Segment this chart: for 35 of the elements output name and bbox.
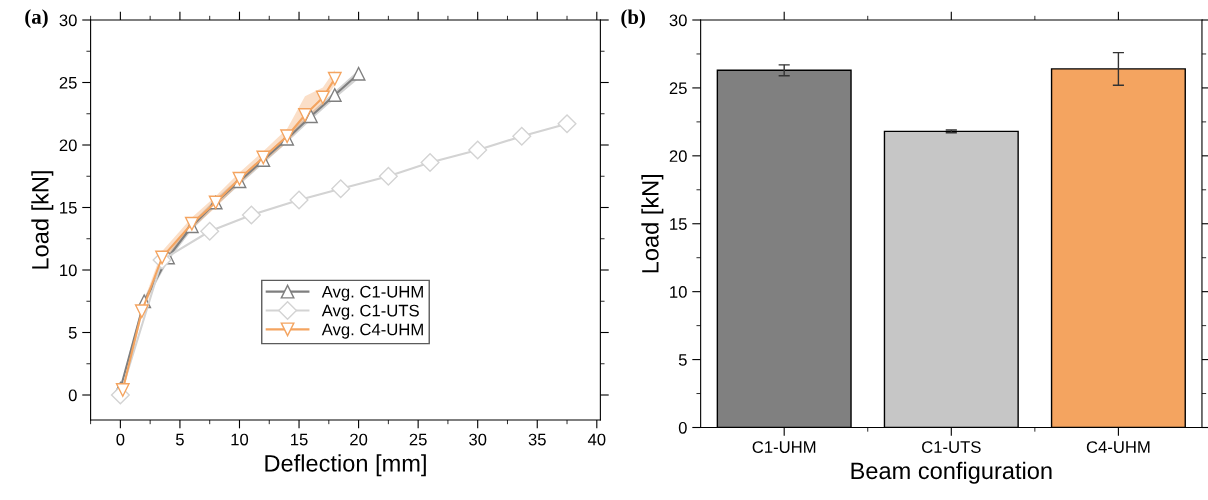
y-tick-label: 25 [59,76,77,89]
chart-title: (b) [621,9,645,29]
x-tick-label: 40 [587,433,606,446]
x-axis-title: Beam configuration [851,461,1052,484]
x-tick-label: 35 [528,433,546,446]
y-tick-label: 20 [59,139,77,152]
x-tick-label: C1-UTS [922,441,981,453]
y-tick-label: 0 [678,421,687,434]
x-tick-label: 0 [116,433,125,446]
y-tick-label: 20 [669,150,687,163]
y-tick-label: 5 [678,354,687,366]
x-tick-label: C1-UHM [752,441,816,453]
y-axis-title: Load [kN] [641,174,664,273]
x-axis-title: Deflection [mm] [265,454,426,477]
x-tick-label: 10 [231,433,249,446]
y-tick-label: 5 [68,327,77,339]
x-tick-label: 5 [175,433,184,446]
y-tick-label: 15 [60,202,77,214]
y-tick-label: 10 [670,286,687,298]
y-tick-label: 25 [669,82,687,95]
x-tick-label: 20 [350,433,368,446]
legend-label: Avg. C1-UTS [321,304,419,320]
chart-title: (a) [25,9,48,29]
legend-label: Avg. C4-UHM [321,323,423,339]
y-axis-title: Load [kN] [31,171,54,269]
x-tick-label: 25 [409,433,427,446]
y-tick-label: 10 [60,264,77,277]
y-tick-label: 30 [669,14,687,27]
y-tick-label: 0 [68,389,77,402]
x-tick-label: 30 [469,433,487,446]
y-tick-label: 15 [670,218,687,230]
x-tick-label: 15 [291,433,308,446]
x-tick-label: C4-UHM [1086,441,1150,453]
legend-label: Avg. C1-UHM [321,285,423,301]
y-tick-label: 30 [59,14,77,27]
